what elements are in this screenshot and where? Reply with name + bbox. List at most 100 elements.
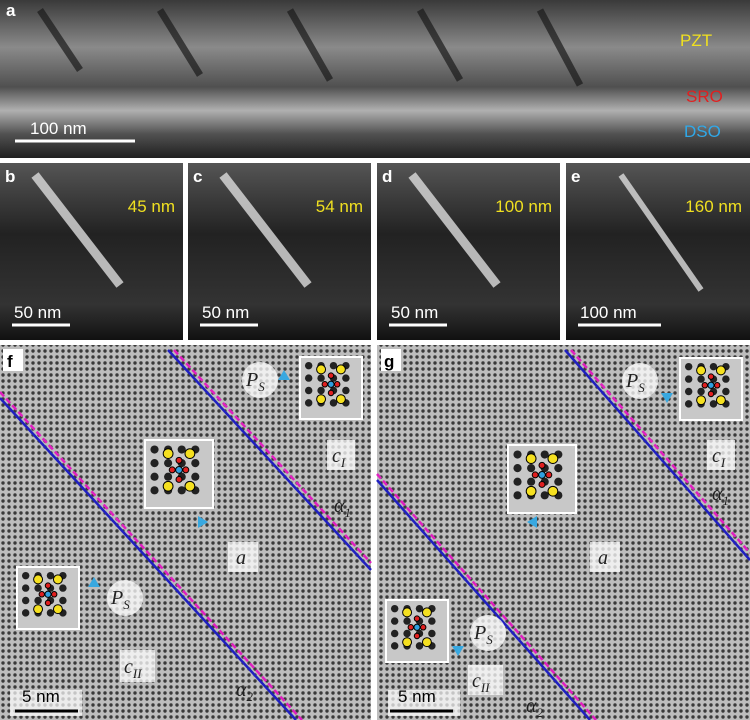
atom-b: [707, 381, 715, 389]
domain-stripe: [31, 172, 124, 288]
atom: [304, 399, 313, 407]
atom: [164, 459, 173, 468]
symbol-sub: I: [720, 455, 726, 470]
panel-letter: f: [7, 352, 13, 371]
symbol: a: [598, 547, 608, 569]
symbol: α2: [526, 695, 544, 720]
atom: [684, 375, 693, 383]
atom-a: [33, 574, 44, 585]
image: [566, 163, 750, 340]
atom: [317, 386, 325, 395]
thickness-label: 45 nm: [128, 197, 175, 216]
symbol: α2: [236, 679, 254, 704]
symbol: a: [236, 547, 246, 569]
symbol-main: α: [712, 483, 723, 505]
symbol-main: α: [526, 695, 537, 717]
atom-o: [531, 471, 539, 479]
symbol: cII: [472, 670, 490, 695]
atom: [191, 472, 200, 481]
atom: [415, 642, 424, 650]
atom-a: [696, 365, 707, 376]
thickness-label: 160 nm: [685, 197, 742, 216]
symbol-main: c: [472, 670, 481, 692]
symbol-sub: II: [480, 680, 490, 695]
atom-o: [327, 389, 335, 397]
atom: [21, 609, 30, 617]
atom-a: [316, 364, 327, 375]
atom-o: [327, 372, 335, 379]
panel-letter: e: [571, 167, 580, 186]
symbol-sub: S: [258, 379, 265, 394]
symbol-main: a: [236, 547, 246, 569]
atom-o: [175, 475, 183, 483]
scale-label: 5 nm: [22, 687, 60, 706]
atom-b: [175, 466, 183, 474]
symbol-main: c: [332, 445, 341, 467]
symbol: PS: [473, 622, 493, 647]
symbol: PS: [625, 370, 645, 395]
symbol-sub: II: [132, 666, 142, 681]
atom-a: [162, 480, 174, 492]
atom-b: [44, 590, 52, 598]
atom: [684, 387, 693, 396]
atom-o: [44, 599, 52, 607]
symbol: α1: [334, 495, 351, 520]
domain-stripe: [219, 172, 312, 288]
atom: [390, 617, 399, 625]
atom: [513, 464, 522, 473]
label-backgrounds: [107, 362, 735, 695]
atom: [513, 477, 522, 486]
atom: [21, 571, 30, 580]
symbol: α1: [712, 483, 729, 508]
symbol: PS: [110, 587, 130, 612]
symbol-sub: 2: [537, 705, 544, 720]
atom: [428, 629, 436, 638]
atom: [403, 617, 411, 625]
atom-a: [52, 604, 63, 615]
atom: [177, 486, 186, 495]
atom: [342, 386, 350, 395]
symbol-sub: S: [123, 597, 130, 612]
insets: [16, 356, 743, 663]
atom-o: [38, 591, 46, 598]
symbol-main: a: [598, 547, 608, 569]
atom: [304, 361, 313, 370]
atom-a: [184, 448, 196, 459]
atom: [513, 491, 522, 500]
symbol-main: P: [245, 369, 258, 391]
atom: [513, 450, 522, 459]
atom-o: [44, 582, 52, 589]
atom: [527, 464, 536, 473]
atom: [46, 571, 55, 580]
atom: [59, 596, 67, 605]
atom-a: [316, 394, 327, 405]
layer-label: SRO: [686, 87, 723, 106]
atom-a: [184, 480, 196, 492]
atom-a: [696, 395, 707, 406]
panel-letter: c: [193, 167, 202, 186]
atom-o: [707, 373, 715, 380]
thickness-label: 100 nm: [495, 197, 552, 216]
atom: [697, 387, 705, 396]
symbol-sub: S: [638, 380, 645, 395]
scale-label: 100 nm: [30, 119, 87, 138]
atom-o: [168, 466, 176, 474]
atom: [304, 386, 313, 395]
scale-label: 50 nm: [202, 303, 249, 322]
symbol-sub: 1: [345, 505, 352, 520]
symbol-main: α: [334, 495, 345, 517]
symbol-main: α: [236, 679, 247, 701]
atom-o: [538, 461, 546, 469]
atom: [150, 445, 159, 454]
thickness-label: 54 nm: [316, 197, 363, 216]
scale-label: 50 nm: [14, 303, 61, 322]
atom: [403, 629, 411, 638]
domain-stripes: [37, 8, 584, 87]
atom-a: [525, 453, 537, 464]
atom-a: [162, 448, 174, 459]
small-panels: b 45 nm 50 nm c 54 nm 50 nm d 100 nm 50 nm e 160 n…: [0, 163, 750, 340]
atom: [329, 361, 338, 370]
panel-letter: a: [6, 1, 16, 20]
atom: [342, 374, 350, 382]
